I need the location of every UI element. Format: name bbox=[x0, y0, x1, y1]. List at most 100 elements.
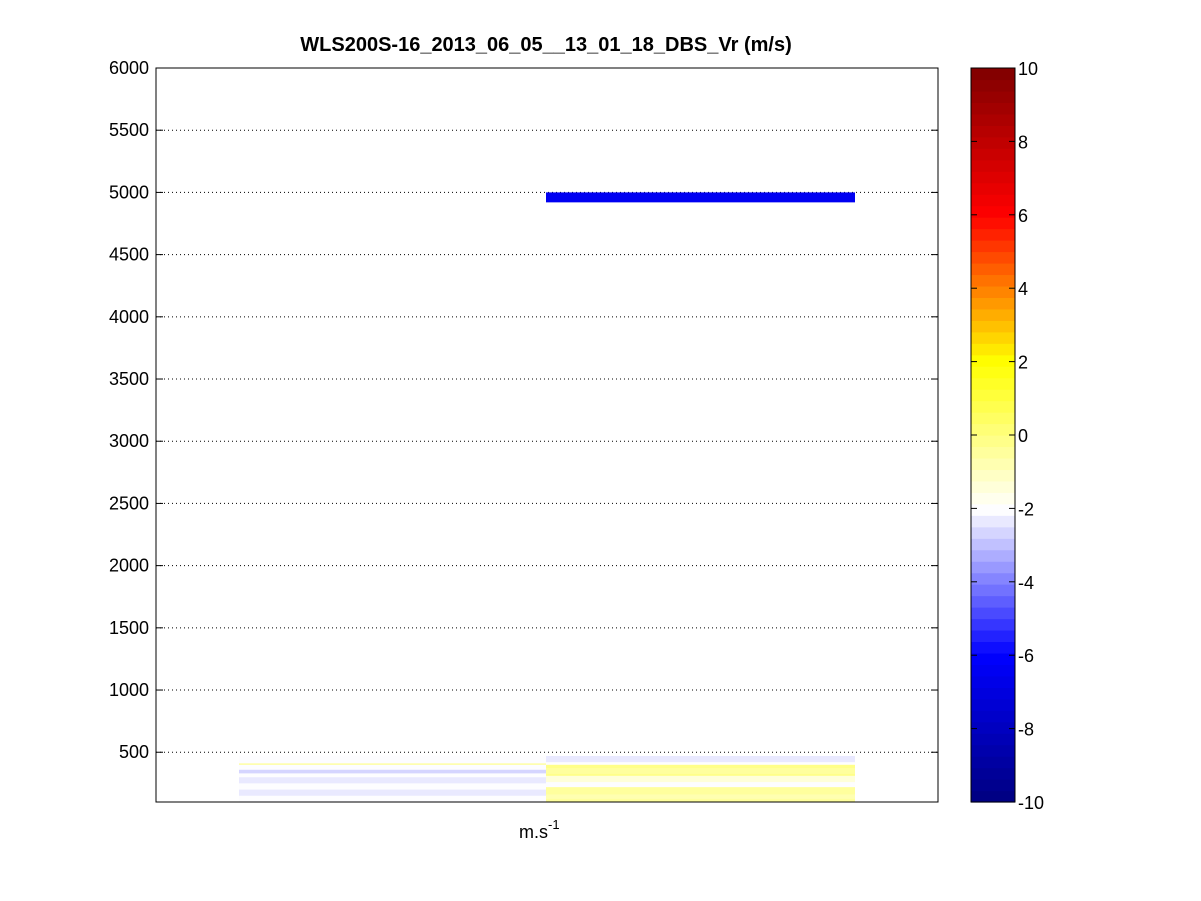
colorbar-segment bbox=[971, 457, 1015, 471]
colorbar-segment bbox=[971, 641, 1015, 654]
colorbar-tick-label: -6 bbox=[1018, 646, 1034, 666]
colorbar-segment bbox=[971, 79, 1015, 92]
colorbar-tick-label: 6 bbox=[1018, 206, 1028, 226]
colorbar-segment bbox=[971, 607, 1015, 620]
y-tick-label: 2000 bbox=[109, 556, 149, 576]
heatmap-cell bbox=[239, 783, 546, 790]
colorbar-segment bbox=[971, 469, 1015, 482]
colorbar-segment bbox=[971, 538, 1015, 551]
heatmap-cell bbox=[239, 755, 546, 764]
colorbar-segment bbox=[971, 423, 1015, 436]
colorbar-segment bbox=[971, 389, 1015, 402]
heatmap-cell bbox=[546, 755, 855, 763]
colorbar-segment bbox=[971, 68, 1015, 81]
colorbar-segment bbox=[971, 790, 1015, 803]
heatmap-cells bbox=[239, 192, 855, 802]
colorbar-segment bbox=[971, 148, 1015, 161]
colorbar-segment bbox=[971, 733, 1015, 746]
colorbar-segment bbox=[971, 492, 1015, 505]
colorbar-segment bbox=[971, 205, 1015, 218]
colorbar-segment bbox=[971, 113, 1015, 126]
colorbar-segment bbox=[971, 251, 1015, 264]
colorbar-ticks: -10 -8 -6 -4 -2 0 2 4 6 8 10 bbox=[971, 59, 1044, 813]
colorbar-tick-label: 8 bbox=[1018, 132, 1028, 152]
y-tick-label: 5500 bbox=[109, 120, 149, 140]
colorbar-segment bbox=[971, 90, 1015, 104]
colorbar-segment bbox=[971, 217, 1015, 230]
y-tick-label: 1500 bbox=[109, 618, 149, 638]
colorbar-segment bbox=[971, 182, 1015, 195]
colorbar-segment bbox=[971, 515, 1015, 528]
colorbar-segment bbox=[971, 710, 1015, 723]
colorbar-segment bbox=[971, 228, 1015, 241]
heatmap-cell bbox=[546, 764, 855, 769]
heatmap-cell bbox=[546, 787, 855, 795]
x-axis-label-base: m.s bbox=[519, 822, 548, 842]
heatmap-cell bbox=[239, 789, 546, 796]
heatmap-cell bbox=[239, 764, 546, 770]
colorbar-tick-label: -2 bbox=[1018, 499, 1034, 519]
heatmap-cell bbox=[239, 795, 546, 802]
colorbar-segment bbox=[971, 366, 1015, 379]
heatmap-cell bbox=[546, 794, 855, 799]
colorbar-segment bbox=[971, 664, 1015, 677]
colorbar-tick-label: -10 bbox=[1018, 793, 1044, 813]
colorbar-segment bbox=[971, 446, 1015, 459]
heatmap-cell bbox=[546, 192, 855, 203]
colorbar-segment bbox=[971, 262, 1015, 276]
heatmap-cell bbox=[546, 768, 855, 774]
y-tick-label: 5000 bbox=[109, 182, 149, 202]
colorbar-segment bbox=[971, 285, 1015, 298]
grid-lines bbox=[156, 129, 938, 753]
heatmap-cell bbox=[546, 773, 855, 776]
colorbar-segment bbox=[971, 744, 1015, 757]
colorbar-segment bbox=[971, 377, 1015, 390]
colorbar-segment bbox=[971, 240, 1015, 253]
heatmap-cell bbox=[239, 773, 546, 778]
colorbar-segment bbox=[971, 412, 1015, 425]
colorbar bbox=[971, 68, 1015, 803]
y-tick-label: 3000 bbox=[109, 431, 149, 451]
heatmap-cell bbox=[546, 762, 855, 765]
y-tick-label: 3500 bbox=[109, 369, 149, 389]
y-tick-label: 2500 bbox=[109, 493, 149, 513]
colorbar-segment bbox=[971, 297, 1015, 310]
colorbar-tick-label: 0 bbox=[1018, 426, 1028, 446]
chart-title: WLS200S-16_2013_06_05__13_01_18_DBS_Vr (… bbox=[300, 34, 791, 56]
colorbar-tick-label: 4 bbox=[1018, 279, 1028, 299]
y-tick-label: 4500 bbox=[109, 245, 149, 265]
colorbar-segment bbox=[971, 595, 1015, 608]
colorbar-segment bbox=[971, 756, 1015, 769]
colorbar-segment bbox=[971, 171, 1015, 184]
colorbar-segment bbox=[971, 675, 1015, 688]
colorbar-segment bbox=[971, 125, 1015, 138]
colorbar-segment bbox=[971, 561, 1015, 574]
plot-frame bbox=[155, 67, 939, 803]
heatmap-cell bbox=[239, 763, 546, 765]
colorbar-segment bbox=[971, 343, 1015, 356]
colorbar-segment bbox=[971, 584, 1015, 597]
colorbar-segment bbox=[971, 618, 1015, 631]
colorbar-segment bbox=[971, 194, 1015, 207]
heatmap-cell bbox=[239, 777, 546, 784]
colorbar-segment bbox=[971, 572, 1015, 585]
colorbar-tick-label: 10 bbox=[1018, 59, 1038, 79]
heatmap-cell bbox=[546, 782, 855, 788]
colorbar-segment bbox=[971, 480, 1015, 493]
colorbar-segment bbox=[971, 331, 1015, 344]
colorbar-segment bbox=[971, 159, 1015, 172]
x-axis-label-superscript: -1 bbox=[548, 817, 560, 832]
colorbar-tick-label: 2 bbox=[1018, 353, 1028, 373]
colorbar-segment bbox=[971, 435, 1015, 448]
y-tick-label: 1000 bbox=[109, 680, 149, 700]
colorbar-segment bbox=[971, 320, 1015, 333]
colorbar-segment bbox=[971, 629, 1015, 643]
colorbar-segment bbox=[971, 698, 1015, 711]
colorbar-segment bbox=[971, 136, 1015, 149]
y-tick-label: 500 bbox=[119, 742, 149, 762]
heatmap-cell bbox=[546, 775, 855, 783]
colorbar-segment bbox=[971, 687, 1015, 700]
colorbar-segment bbox=[971, 308, 1015, 321]
colorbar-segment bbox=[971, 400, 1015, 413]
